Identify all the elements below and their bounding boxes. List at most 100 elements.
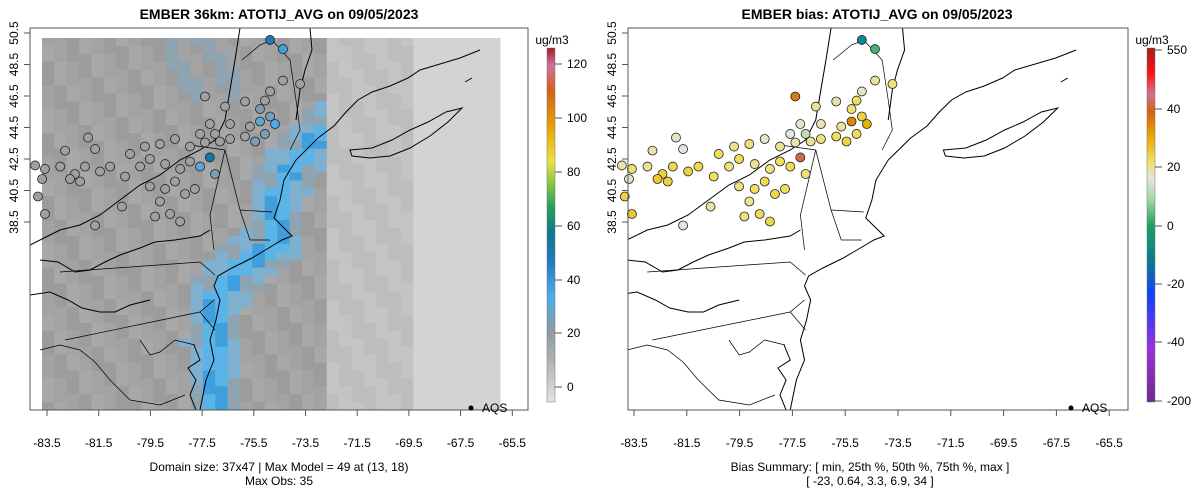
model-cell	[252, 291, 266, 300]
model-cell	[376, 259, 390, 269]
model-cell	[141, 259, 154, 269]
model-cell	[314, 69, 328, 79]
station-point	[185, 156, 195, 167]
model-cell	[400, 132, 414, 142]
model-cell	[153, 180, 167, 189]
model-cell	[277, 172, 291, 181]
model-cell	[215, 85, 229, 94]
model-cell	[116, 307, 130, 316]
model-cell	[388, 220, 402, 229]
model-cell	[227, 38, 241, 47]
model-cell	[79, 204, 93, 213]
model-cell	[351, 132, 365, 142]
station-point	[790, 137, 801, 148]
model-cell	[376, 85, 390, 94]
model-cell	[277, 93, 291, 102]
station-point	[175, 216, 186, 227]
x-tick-label: -75.5	[832, 436, 860, 450]
model-cell	[475, 251, 489, 261]
model-cell	[227, 235, 241, 245]
model-cell	[116, 402, 130, 410]
model-cell	[91, 61, 105, 71]
model-cell	[351, 85, 365, 94]
model-cell	[141, 370, 154, 379]
model-cell	[252, 402, 266, 410]
model-cell	[438, 61, 451, 71]
model-cell	[91, 243, 105, 253]
model-cell	[475, 53, 489, 63]
model-cell	[178, 227, 192, 237]
y-tick-label: 40.5	[605, 178, 619, 202]
model-cell	[376, 156, 390, 166]
model-cell	[141, 188, 154, 197]
model-cell	[487, 45, 501, 55]
model-cell	[388, 156, 402, 166]
model-cell	[450, 220, 464, 229]
model-cell	[438, 227, 451, 237]
model-cell	[128, 132, 142, 142]
model-cell	[450, 362, 464, 371]
station-point	[95, 166, 105, 177]
model-cell	[400, 322, 414, 332]
model-cell	[351, 61, 365, 71]
model-cell	[487, 259, 501, 269]
station-point	[170, 134, 180, 144]
model-cell	[425, 188, 439, 197]
model-cell	[141, 402, 154, 410]
station-point	[200, 137, 210, 148]
model-cell	[103, 386, 117, 395]
model-cell	[91, 251, 105, 261]
model-cell	[376, 354, 390, 364]
station-point	[260, 95, 270, 106]
model-cell	[91, 156, 105, 166]
model-cell	[264, 61, 278, 71]
model-cell	[202, 69, 216, 79]
model-cell	[462, 45, 476, 55]
aqs-legend-label: AQS	[1082, 401, 1107, 415]
model-cell	[128, 204, 142, 213]
model-cell	[413, 346, 427, 356]
model-cell	[339, 330, 352, 340]
model-cell	[388, 291, 402, 300]
model-cell	[425, 156, 439, 166]
model-cell	[42, 338, 55, 348]
model-cell	[277, 346, 291, 356]
model-cell	[215, 346, 229, 356]
x-tick-label: -83.5	[620, 436, 648, 450]
model-cell	[128, 180, 142, 189]
model-cell	[376, 117, 390, 126]
model-cell	[400, 61, 414, 71]
model-cell	[314, 299, 328, 308]
model-cell	[227, 338, 241, 348]
x-tick-label: -83.5	[33, 436, 61, 450]
model-cell	[128, 346, 142, 356]
model-cell	[103, 45, 117, 55]
station-point	[65, 174, 75, 184]
model-cell	[227, 164, 241, 174]
model-cell	[116, 275, 130, 284]
model-cell	[91, 322, 105, 332]
model-cell	[190, 204, 204, 213]
model-cell	[339, 101, 352, 110]
model-cell	[339, 117, 352, 126]
model-cell	[264, 172, 278, 181]
model-cell	[227, 188, 241, 197]
model-cell	[413, 61, 427, 71]
model-cell	[487, 38, 501, 47]
model-cell	[141, 93, 154, 102]
station-point	[708, 171, 719, 182]
model-cell	[462, 283, 476, 292]
model-cell	[79, 61, 93, 71]
model-cell	[141, 243, 154, 253]
model-cell	[215, 45, 229, 55]
station-point	[667, 161, 678, 172]
model-cell	[388, 322, 402, 332]
model-cell	[425, 164, 439, 174]
model-cell	[277, 378, 291, 387]
model-cell	[178, 259, 192, 269]
model-cell	[116, 235, 130, 245]
model-cell	[487, 275, 501, 284]
model-cell	[141, 235, 154, 245]
model-cell	[450, 243, 464, 253]
y-tick-label: 48.5	[605, 52, 619, 76]
